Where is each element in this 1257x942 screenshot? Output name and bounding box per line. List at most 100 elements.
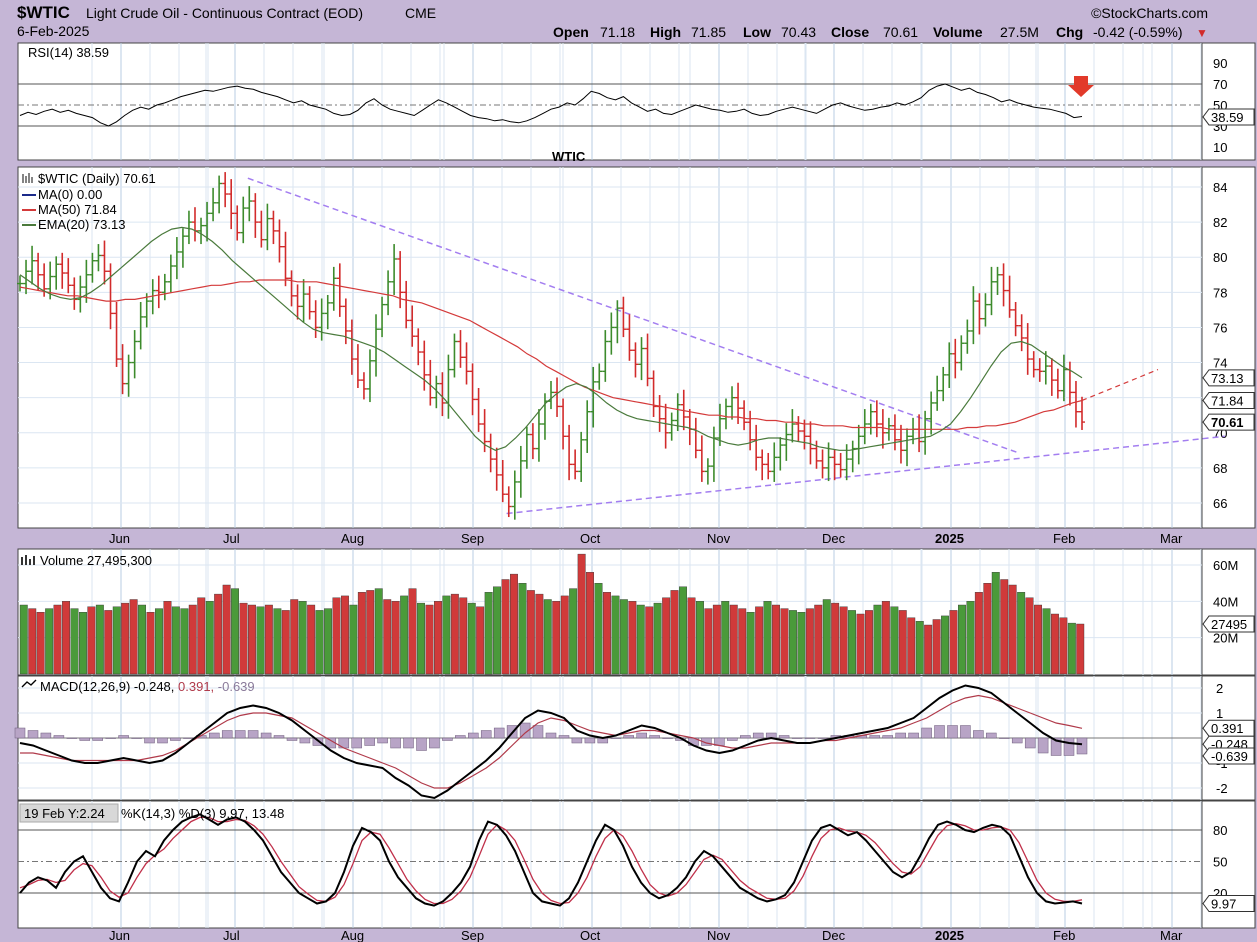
stochastic-k-line [19,813,1083,907]
macd-histogram-bar [442,737,453,741]
macd-histogram-bar [908,732,919,739]
ohlc-bar [572,449,579,480]
symbol-title: $WTIC [17,3,70,22]
volume-bar [526,590,535,675]
macd-histogram-bar [493,727,505,739]
macd-histogram-bar [92,737,103,741]
ohlc-bar [330,266,337,311]
volume-bar [129,599,138,675]
ohlc-bar [354,344,361,389]
ohlc-bar [644,333,651,387]
price-tick-label: 82 [1213,215,1227,230]
ohlc-summary: Open 71.18 High 71.85 Low 70.43 Close 70… [553,24,1208,40]
macd-histogram-bar [14,727,26,739]
volume-bar [28,608,37,675]
volume-bar [831,602,840,675]
ohlc-bar [584,400,591,453]
ohlc-bar [216,175,223,214]
ohlc-bar [1060,354,1067,402]
macd-legend-part: 0.391, [178,679,218,694]
ohlc-bar [155,275,162,309]
ohlc-bar [879,409,886,449]
macd-legend-part: -0.248, [134,679,178,694]
ohlc-bar [837,452,844,478]
price-title: $WTIC (Daily) 70.61 [38,171,156,186]
ohlc-legend-icon [22,173,33,183]
macd-histogram-bar [869,735,881,739]
stochastic-legend-part: %D(3) [179,806,219,821]
volume-label: Volume [933,24,983,40]
volume-bar [450,593,459,675]
volume-bar [924,624,933,675]
volume-bar [341,595,349,675]
price-tick-label: 84 [1213,180,1227,195]
volume-bar [535,593,544,675]
ohlc-bar [566,424,573,481]
macd-histogram-bar [1076,737,1088,755]
macd-histogram-bar [1011,737,1023,744]
macd-histogram-bar [986,732,997,739]
volume-bar [881,601,890,675]
ohlc-bar [807,421,814,465]
volume-bar [501,579,510,675]
macd-histogram-bar [752,732,764,739]
ohlc-bar [523,426,530,469]
volume-bar [704,608,713,675]
ohlc-bar [626,314,633,361]
macd-histogram-bar [519,722,531,739]
volume-bar [222,584,231,675]
ohlc-bar [95,244,102,272]
stochastic-tick-label: 50 [1213,855,1227,870]
ohlc-bar [1036,358,1043,382]
ohlc-bar [614,300,621,344]
ohlc-bar [1012,301,1019,337]
ohlc-bar [946,342,953,389]
volume-bar [205,601,214,675]
ohlc-bar [246,186,253,222]
ohlc-bar [1048,358,1055,396]
macd-histogram-bar [209,732,220,739]
ohlc-bar [409,305,416,347]
ohlc-bar [89,252,96,283]
volume-bar [586,572,594,675]
ohlc-bar [668,412,675,441]
rsi-last-value: 38.59 [1211,110,1244,125]
stochastic-x-label: Jul [223,928,240,942]
volume-bar [1067,622,1076,675]
ohlc-bar [59,252,66,289]
open-value: 71.18 [600,24,635,40]
volume-bar [290,599,299,675]
macd-histogram-bar [610,737,622,739]
macd-histogram-bar [662,737,673,739]
macd-histogram-bar [740,735,751,739]
macd-tick-label: -2 [1216,781,1228,796]
ohlc-bar [294,284,301,320]
macd-histogram-bar [934,725,945,739]
macd-title: MACD(12,26,9) -0.248, 0.391, -0.639 [40,679,255,694]
macd-histogram-bar [416,737,427,751]
volume-bar [941,615,949,675]
ohlc-bar [324,294,331,330]
instrument-name: Light Crude Oil - Continuous Contract (E… [86,5,363,21]
volume-bar [907,617,916,675]
macd-legend-part: MACD(12,26,9) [40,679,134,694]
ohlc-bar [185,210,192,245]
macd-histogram-bar [144,737,155,744]
ohlc-bar [101,240,108,285]
volume-bar [603,592,611,675]
ma50-line [19,279,1083,430]
trendline [506,435,1225,515]
price-tick-label: 76 [1213,320,1227,335]
stochastic-x-label: 2025 [935,928,964,942]
watermark-text: WTIC [552,149,586,164]
macd-histogram-bar [480,730,492,739]
ohlc-bar [415,328,422,366]
volume-bar [1034,604,1043,675]
stochastic-title: %K(14,3) %D(3) 9.97, 13.48 [121,806,284,821]
stochastic-tick-label: 80 [1213,823,1227,838]
volume-bar [543,599,552,675]
macd-histogram-bar [1050,737,1062,756]
macd-signal-last-value: 0.391 [1211,721,1244,736]
ohlc-bar [765,452,772,480]
